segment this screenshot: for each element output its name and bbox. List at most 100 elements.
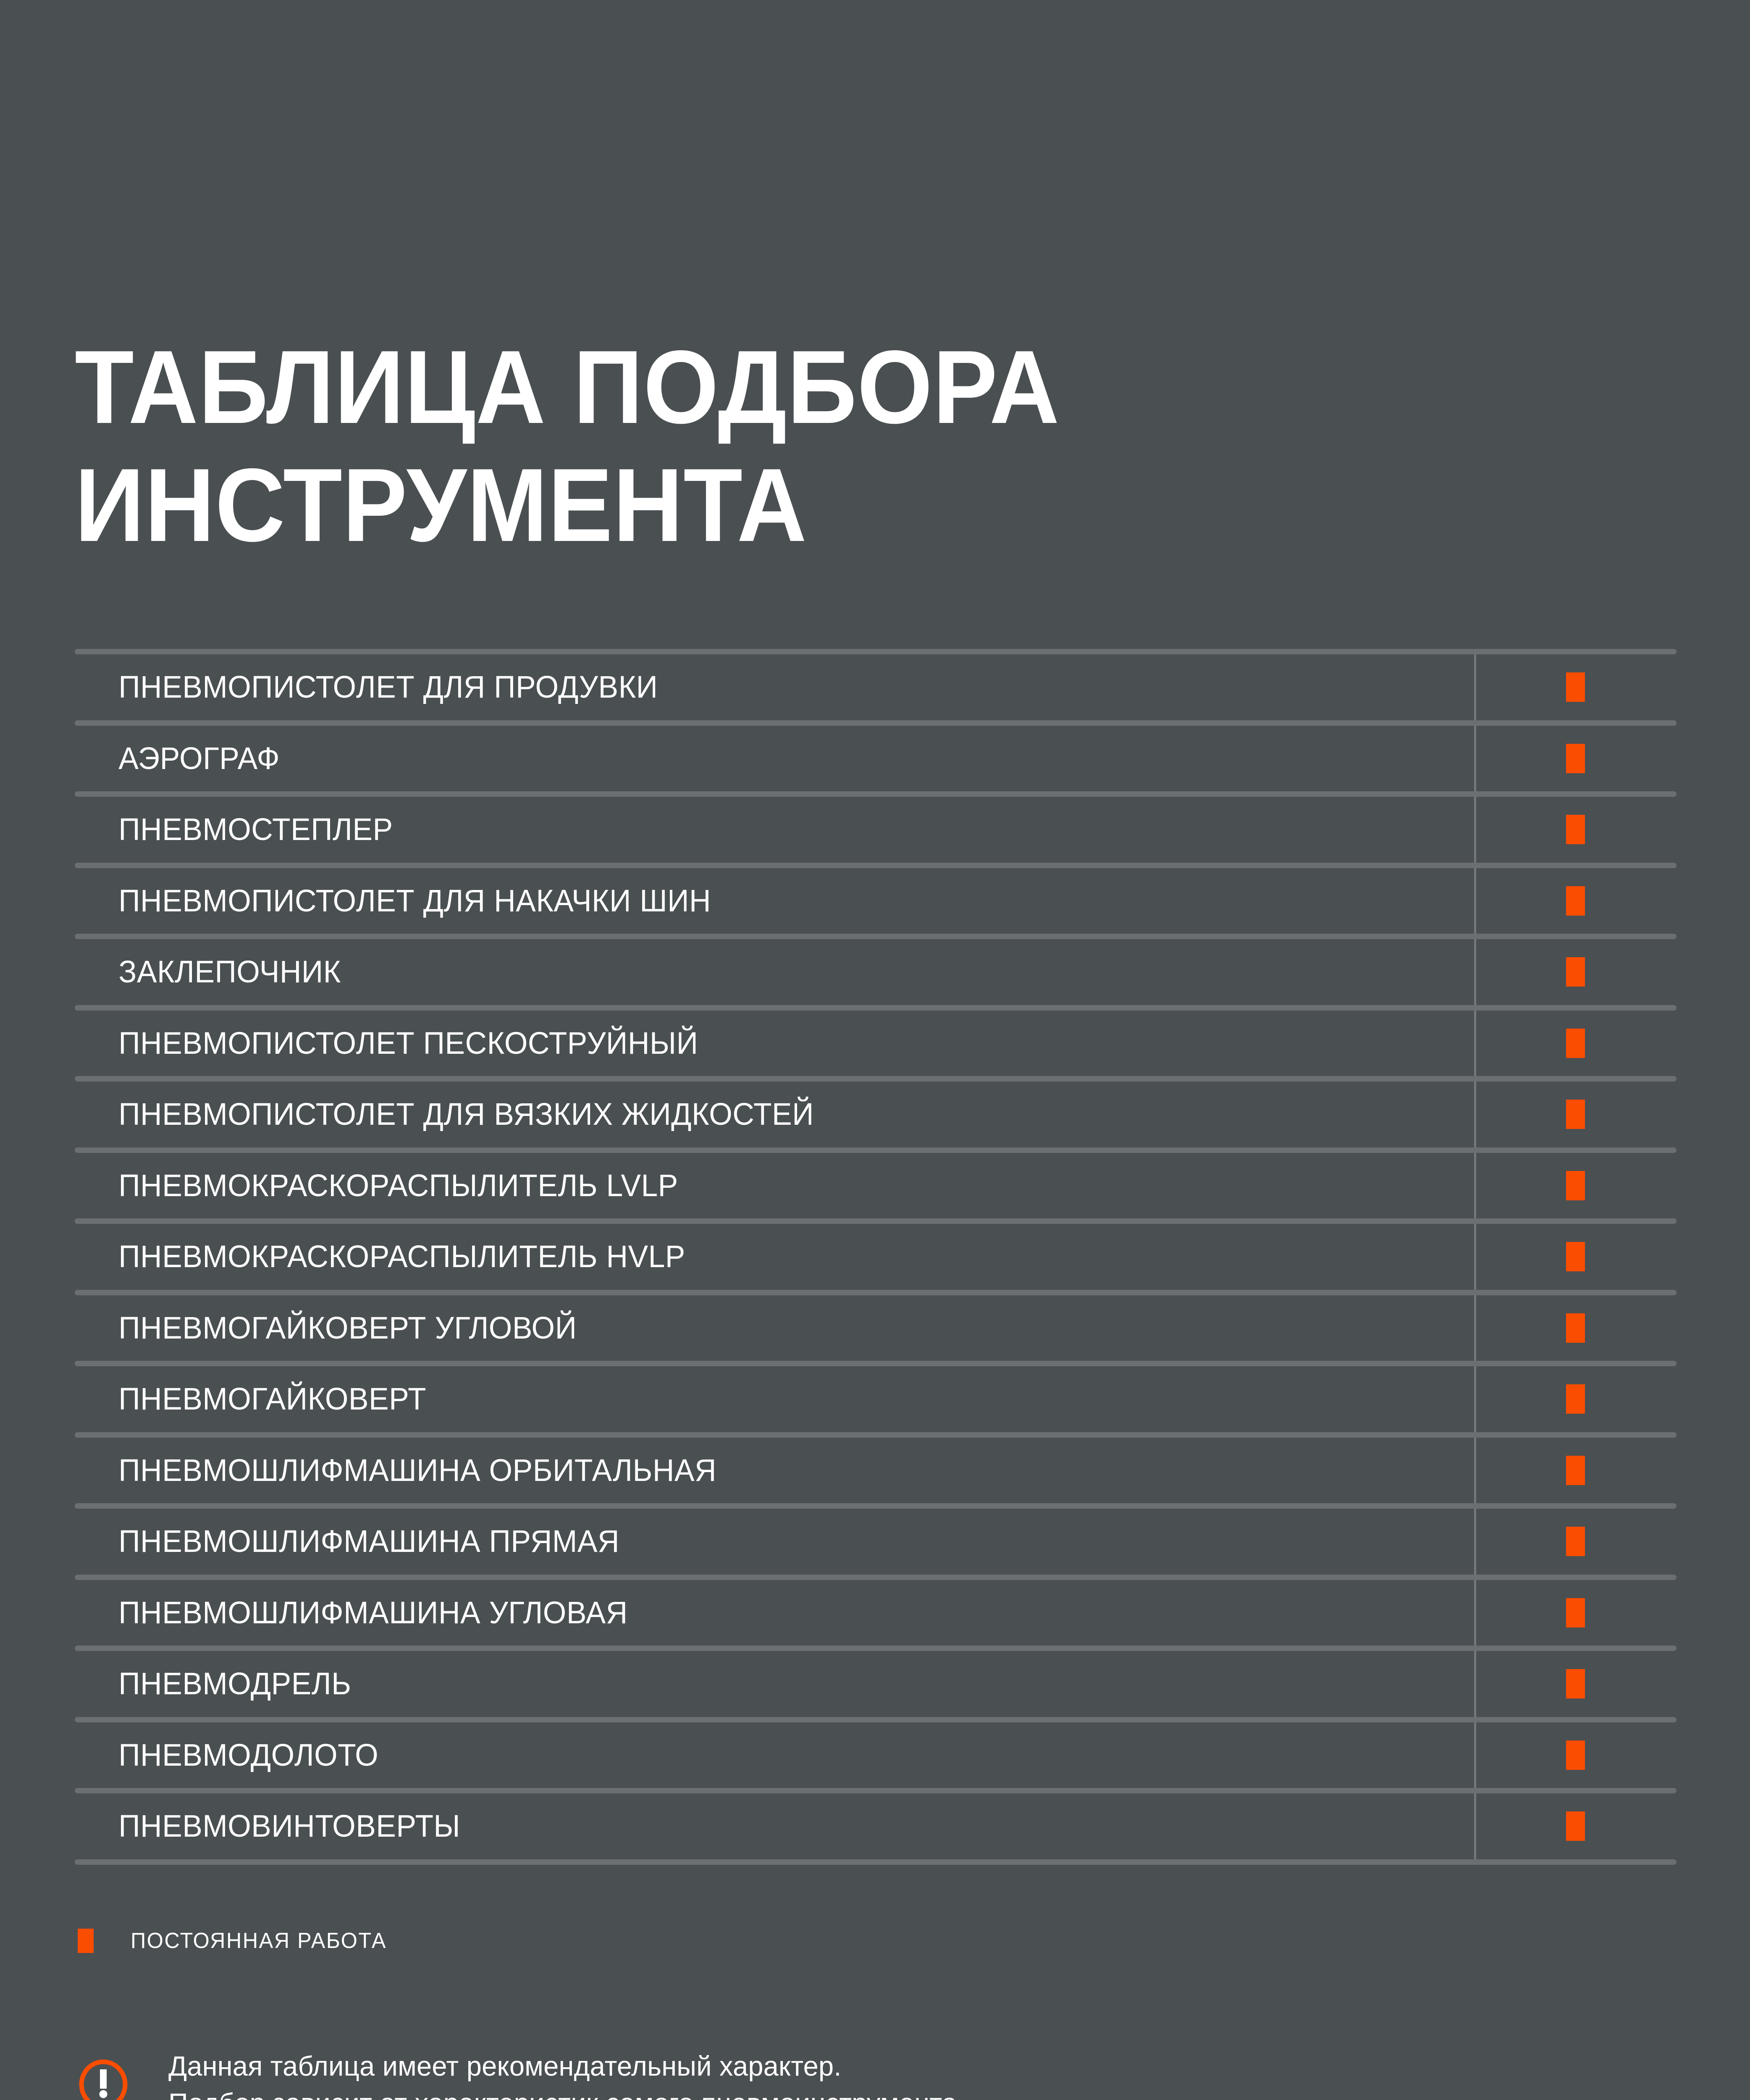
tool-name: ПНЕВМОВИНТОВЕРТЫ: [118, 1809, 461, 1844]
continuous-work-marker-icon: [1566, 1384, 1585, 1414]
legend-swatch-icon: [78, 1929, 94, 1953]
table-row[interactable]: ПНЕВМОШЛИФМАШИНА УГЛОВАЯ: [75, 1580, 1677, 1646]
table-row[interactable]: ПНЕВМОДРЕЛЬ: [75, 1651, 1677, 1717]
table-row[interactable]: ПНЕВМОШЛИФМАШИНА ОРБИТАЛЬНАЯ: [75, 1437, 1677, 1504]
table-divider: [75, 1574, 1677, 1580]
column-divider: [1474, 1722, 1476, 1788]
column-divider: [1474, 725, 1476, 791]
legend-label: ПОСТОЯННАЯ РАБОТА: [131, 1929, 387, 1953]
column-divider: [1474, 868, 1476, 934]
table-row[interactable]: ПНЕВМОДОЛОТО: [75, 1722, 1677, 1788]
column-divider: [1474, 1651, 1476, 1717]
column-divider: [1474, 654, 1476, 720]
legend: ПОСТОЯННАЯ РАБОТА: [78, 1928, 395, 1953]
continuous-work-cell: [1474, 1722, 1677, 1788]
table-row[interactable]: ПНЕВМОГАЙКОВЕРТ: [75, 1366, 1677, 1432]
table-divider: [75, 934, 1677, 939]
continuous-work-marker-icon: [1566, 1313, 1585, 1343]
continuous-work-marker-icon: [1566, 1028, 1585, 1058]
tool-name: ПНЕВМОШЛИФМАШИНА УГЛОВАЯ: [118, 1595, 628, 1630]
column-divider: [1474, 1580, 1476, 1646]
continuous-work-cell: [1474, 726, 1677, 792]
continuous-work-marker-icon: [1566, 1598, 1585, 1628]
table-divider: [75, 1005, 1677, 1011]
table-row[interactable]: ПНЕВМОСТЕПЛЕР: [75, 797, 1677, 863]
table-row[interactable]: ПНЕВМОПИСТОЛЕТ ДЛЯ НАКАЧКИ ШИН: [75, 868, 1677, 934]
table-divider: [75, 1076, 1677, 1082]
column-divider: [1474, 1152, 1476, 1218]
continuous-work-cell: [1474, 1366, 1677, 1432]
continuous-work-marker-icon: [1566, 815, 1585, 845]
tool-name: ПНЕВМОПИСТОЛЕТ ПЕСКОСТРУЙНЫЙ: [118, 1025, 698, 1060]
table-divider: [75, 862, 1677, 868]
continuous-work-cell: [1474, 1295, 1677, 1361]
continuous-work-marker-icon: [1566, 1811, 1585, 1841]
continuous-work-marker-icon: [1566, 1455, 1585, 1485]
tool-name: ПНЕВМОПИСТОЛЕТ ДЛЯ ПРОДУВКИ: [118, 669, 658, 705]
continuous-work-marker-icon: [1566, 1171, 1585, 1200]
table-divider: [75, 1717, 1677, 1722]
table-divider: [75, 1361, 1677, 1366]
continuous-work-marker-icon: [1566, 1100, 1585, 1129]
tool-name: ПНЕВМОШЛИФМАШИНА ОРБИТАЛЬНАЯ: [118, 1452, 717, 1488]
tool-name: ПНЕВМОКРАСКОРАСПЫЛИТЕЛЬ LVLP: [118, 1168, 678, 1203]
continuous-work-marker-icon: [1566, 1669, 1585, 1699]
continuous-work-cell: [1474, 1011, 1677, 1076]
tool-name: ПНЕВМОГАЙКОВЕРТ УГЛОВОЙ: [118, 1310, 577, 1345]
table-row[interactable]: ПНЕВМОПИСТОЛЕТ ДЛЯ ПРОДУВКИ: [75, 654, 1677, 720]
disclaimer-line-2: Подбор зависит от характеристик самого п…: [168, 2085, 965, 2100]
table-row[interactable]: ПНЕВМОШЛИФМАШИНА ПРЯМАЯ: [75, 1509, 1677, 1575]
table-row[interactable]: ПНЕВМОВИНТОВЕРТЫ: [75, 1793, 1677, 1859]
continuous-work-cell: [1474, 1580, 1677, 1646]
continuous-work-cell: [1474, 939, 1677, 1005]
continuous-work-marker-icon: [1566, 886, 1585, 916]
table-divider: [75, 1859, 1677, 1865]
column-divider: [1474, 1509, 1476, 1575]
table-row[interactable]: ПНЕВМОПИСТОЛЕТ ДЛЯ ВЯЗКИХ ЖИДКОСТЕЙ: [75, 1082, 1677, 1147]
tool-name: АЭРОГРАФ: [118, 740, 280, 776]
table-divider: [75, 720, 1677, 726]
continuous-work-cell: [1474, 1082, 1677, 1147]
tool-name: ЗАКЛЕПОЧНИК: [118, 954, 341, 990]
table-divider: [75, 1503, 1677, 1509]
column-divider: [1474, 1082, 1476, 1147]
continuous-work-marker-icon: [1566, 743, 1585, 773]
column-divider: [1474, 1010, 1476, 1076]
column-divider: [1474, 1224, 1476, 1290]
table-divider: [75, 1646, 1677, 1651]
table-row[interactable]: ПНЕВМОПИСТОЛЕТ ПЕСКОСТРУЙНЫЙ: [75, 1010, 1677, 1076]
table-row[interactable]: ПНЕВМОГАЙКОВЕРТ УГЛОВОЙ: [75, 1295, 1677, 1361]
table-divider: [75, 791, 1677, 797]
tool-name: ПНЕВМОГАЙКОВЕРТ: [118, 1381, 427, 1417]
continuous-work-cell: [1474, 1438, 1677, 1504]
page-title-line-1: ТАБЛИЦА ПОДБОРА: [75, 328, 1060, 445]
tool-name: ПНЕВМОШЛИФМАШИНА ПРЯМАЯ: [118, 1524, 620, 1559]
tool-name: ПНЕВМОДРЕЛЬ: [118, 1666, 352, 1701]
continuous-work-cell: [1474, 1651, 1677, 1717]
exclamation-circle-icon: [78, 2059, 129, 2100]
tool-name: ПНЕВМОКРАСКОРАСПЫЛИТЕЛЬ HVLP: [118, 1239, 685, 1274]
column-divider: [1474, 1366, 1476, 1432]
table-divider: [75, 649, 1677, 654]
column-divider: [1474, 1437, 1476, 1503]
table-row[interactable]: ПНЕВМОКРАСКОРАСПЫЛИТЕЛЬ HVLP: [75, 1224, 1677, 1290]
table-divider: [75, 1218, 1677, 1224]
continuous-work-marker-icon: [1566, 1242, 1585, 1272]
table-divider: [75, 1432, 1677, 1438]
page-title-line-2: ИНСТРУМЕНТА: [75, 446, 807, 564]
continuous-work-marker-icon: [1566, 672, 1585, 702]
table-row[interactable]: ПНЕВМОКРАСКОРАСПЫЛИТЕЛЬ LVLP: [75, 1152, 1677, 1218]
continuous-work-cell: [1474, 797, 1677, 863]
table-row[interactable]: АЭРОГРАФ: [75, 725, 1677, 792]
table-row[interactable]: ЗАКЛЕПОЧНИК: [75, 939, 1677, 1005]
column-divider: [1474, 1295, 1476, 1361]
column-divider: [1474, 1793, 1476, 1859]
tool-selection-table: ПНЕВМОПИСТОЛЕТ ДЛЯ ПРОДУВКИ АЭРОГРАФ ПНЕВМ…: [75, 649, 1677, 1865]
table-divider: [75, 1289, 1677, 1295]
continuous-work-cell: [1474, 1224, 1677, 1290]
disclaimer-note: Данная таблица имеет рекомендательный ха…: [78, 2046, 977, 2100]
tool-name: ПНЕВМОПИСТОЛЕТ ДЛЯ НАКАЧКИ ШИН: [118, 883, 711, 918]
disclaimer-line-1: Данная таблица имеет рекомендательный ха…: [168, 2050, 842, 2082]
column-divider: [1474, 939, 1476, 1005]
table-divider: [75, 1147, 1677, 1153]
